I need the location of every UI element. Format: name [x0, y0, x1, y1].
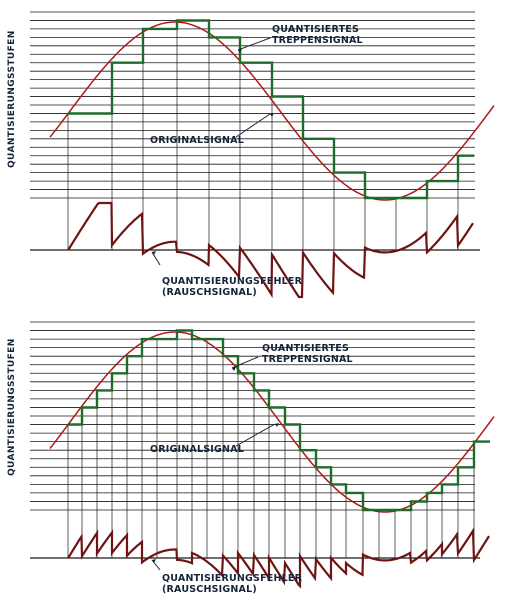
label-pointer-line — [231, 356, 259, 369]
y-axis-label: QUANTISIERUNGSSTUFEN — [7, 30, 17, 168]
label-stair-line2: TREPPENSIGNAL — [272, 35, 363, 46]
label-pointer-line — [237, 37, 271, 51]
label-pointer-line — [235, 113, 271, 138]
label-pointer-line — [235, 423, 276, 447]
label-stair-line2: TREPPENSIGNAL — [262, 354, 353, 365]
original-signal-curve — [49, 331, 495, 513]
quantized-stair-signal — [68, 329, 490, 512]
label-error-line2: (RAUSCHSIGNAL) — [162, 287, 257, 298]
panel-fine-sampling: QUANTISIERUNGSSTUFEN QUANTISIERTES TREPP… — [7, 321, 495, 595]
quantization-error-signal — [67, 201, 474, 299]
panel-1-drawing — [30, 321, 495, 589]
label-pointer-line — [151, 251, 161, 266]
label-stair-line1: QUANTISIERTES — [262, 343, 349, 354]
label-pointer-arrowhead — [275, 423, 279, 427]
label-pointer-arrowhead — [152, 559, 156, 563]
quantization-error-signal — [67, 527, 490, 589]
original-signal-curve — [49, 21, 495, 201]
label-original-signal: ORIGINALSIGNAL — [150, 135, 244, 146]
label-pointer-arrowhead — [232, 367, 236, 371]
label-original-signal: ORIGINALSIGNAL — [150, 444, 244, 455]
y-axis-label: QUANTISIERUNGSSTUFEN — [7, 338, 17, 476]
label-pointer-arrowhead — [270, 113, 274, 117]
quantized-stair-signal — [68, 19, 474, 200]
panel-0-drawing — [30, 11, 495, 299]
label-error-line2: (RAUSCHSIGNAL) — [162, 584, 257, 595]
label-pointer-arrowhead — [238, 49, 242, 53]
label-error-line1: QUANTISIERUNGSFEHLER — [162, 573, 303, 584]
label-error-line1: QUANTISIERUNGSFEHLER — [162, 276, 303, 287]
label-pointer-arrowhead — [152, 251, 156, 255]
label-stair-line1: QUANTISIERTES — [272, 24, 359, 35]
panel-coarse-sampling: QUANTISIERUNGSSTUFEN QUANTISIERTES TREPP… — [7, 11, 495, 299]
